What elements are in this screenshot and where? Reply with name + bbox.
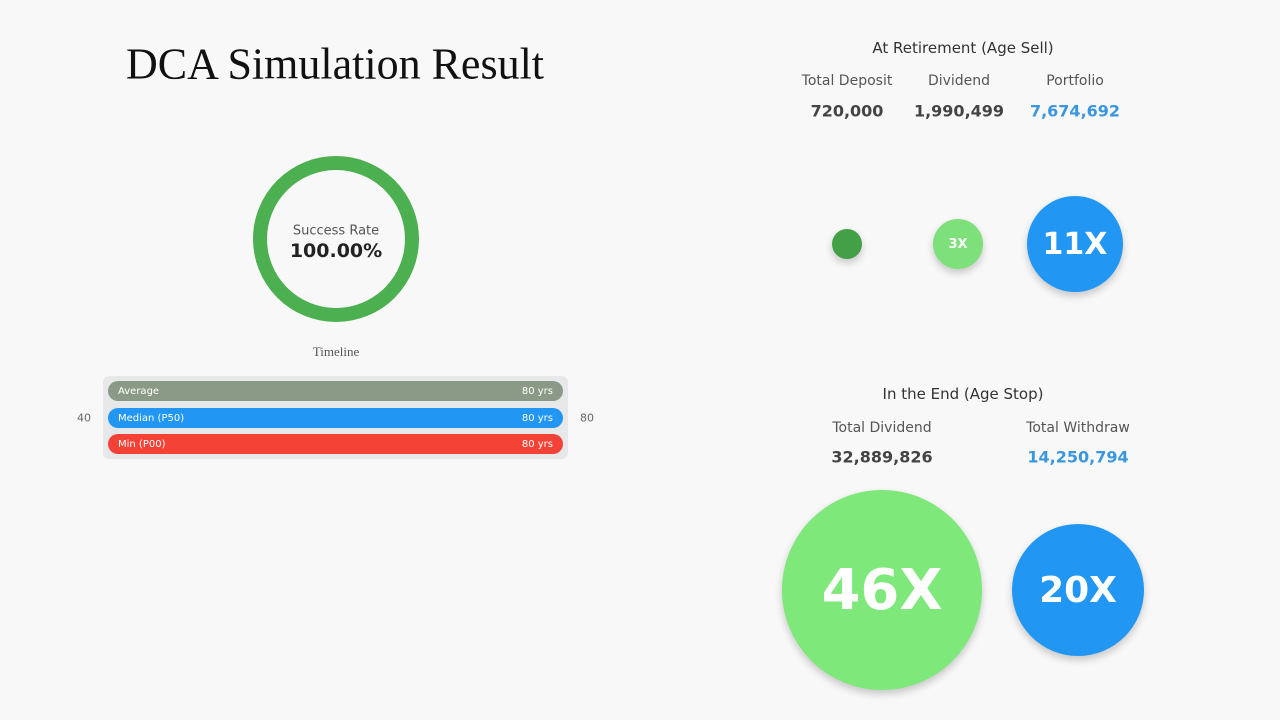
bubble: 3X (933, 219, 983, 269)
bubble (832, 229, 862, 259)
bar-value: 80 yrs (521, 438, 553, 450)
axis-min: 40 (77, 411, 91, 425)
bar-value: 80 yrs (521, 412, 553, 424)
bubble: 20X (1012, 524, 1144, 656)
timeline-label: Timeline (312, 344, 360, 359)
axis-max: 80 (580, 411, 594, 425)
section-title: At Retirement (Age Sell) (872, 39, 1054, 57)
stat-value: 7,674,692 (1029, 101, 1121, 121)
success-ring (253, 156, 419, 322)
section-title: In the End (Age Stop) (882, 385, 1044, 403)
timeline-bar: Median (P50) 80 yrs (108, 408, 563, 428)
timeline-bar: Average 80 yrs (108, 381, 563, 401)
success-value: 100.00% (289, 240, 383, 262)
stat-label: Total Deposit (801, 73, 893, 89)
stat-label: Total Dividend (832, 420, 932, 436)
page-title: DCA Simulation Result (125, 39, 545, 89)
success-label: Success Rate (292, 223, 380, 239)
bar-label: Min (P00) (118, 438, 166, 450)
stat-label: Dividend (927, 73, 991, 89)
bubble: 46X (782, 490, 982, 690)
stat-label: Portfolio (1046, 73, 1104, 89)
stat-value: 32,889,826 (831, 447, 933, 467)
stat-value: 14,250,794 (1027, 447, 1129, 467)
bar-value: 80 yrs (521, 385, 553, 397)
stat-value: 1,990,499 (913, 101, 1005, 121)
bubble: 11X (1027, 196, 1123, 292)
bar-label: Median (P50) (118, 412, 185, 424)
bar-label: Average (118, 385, 160, 397)
timeline-bar: Min (P00) 80 yrs (108, 434, 563, 454)
stat-label: Total Withdraw (1026, 420, 1130, 436)
stat-value: 720,000 (810, 101, 884, 121)
